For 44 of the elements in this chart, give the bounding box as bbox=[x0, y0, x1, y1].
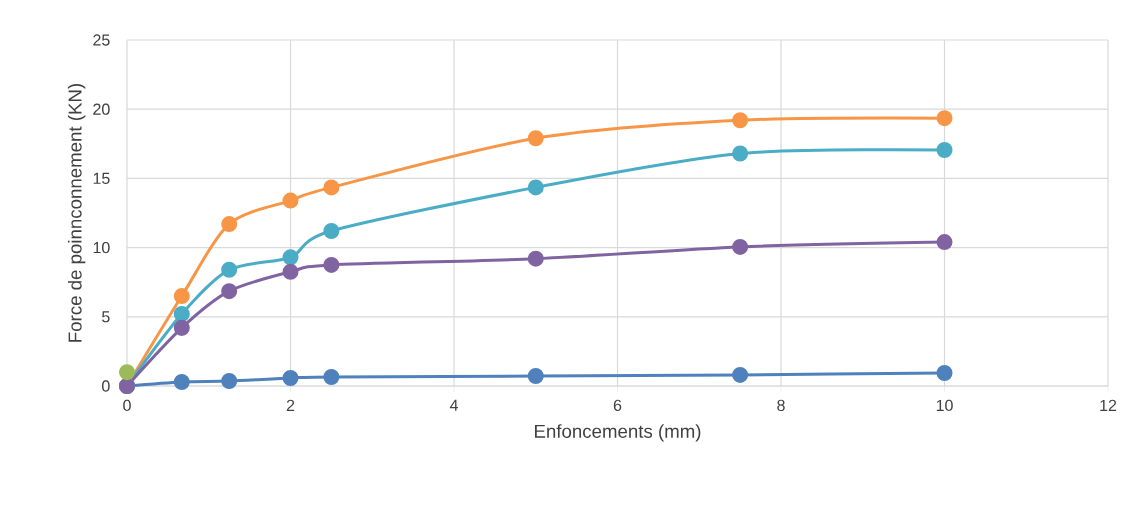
y-tick-label: 20 bbox=[93, 103, 110, 115]
point bbox=[527, 368, 544, 385]
point bbox=[732, 145, 749, 162]
point bbox=[282, 263, 299, 280]
point bbox=[732, 112, 749, 129]
x-tick-label: 0 bbox=[123, 399, 131, 412]
point bbox=[732, 366, 749, 383]
x-tick-label: 2 bbox=[286, 399, 295, 411]
point bbox=[282, 249, 299, 266]
point bbox=[323, 179, 340, 196]
point bbox=[323, 256, 340, 273]
point bbox=[936, 364, 953, 381]
point bbox=[323, 222, 340, 239]
y-tick-label: 25 bbox=[93, 34, 110, 46]
point bbox=[118, 364, 136, 381]
x-tick-label: 8 bbox=[777, 399, 785, 412]
point bbox=[732, 238, 749, 255]
x-tick-label: 6 bbox=[613, 399, 622, 412]
point bbox=[282, 369, 299, 386]
x-tick-label: 10 bbox=[936, 399, 953, 412]
point bbox=[221, 373, 238, 390]
point bbox=[527, 250, 544, 267]
x-axis-title: Enfoncements (mm) bbox=[535, 424, 701, 442]
point bbox=[173, 306, 190, 323]
point bbox=[936, 142, 953, 159]
point bbox=[173, 373, 190, 390]
point bbox=[221, 216, 238, 233]
point bbox=[527, 130, 544, 147]
x-tick-label: 12 bbox=[1100, 399, 1117, 411]
y-tick-label: 0 bbox=[102, 380, 110, 392]
point bbox=[936, 110, 953, 127]
x-tick-label: 4 bbox=[449, 399, 458, 411]
point bbox=[323, 369, 340, 386]
y-tick-label: 15 bbox=[93, 172, 110, 184]
point bbox=[221, 261, 238, 278]
point bbox=[282, 192, 299, 209]
point bbox=[173, 319, 190, 336]
y-tick-label: 5 bbox=[102, 311, 110, 323]
point bbox=[936, 234, 953, 251]
y-axis-title: Force de poinnconnement (KN) bbox=[67, 83, 86, 342]
point bbox=[527, 179, 544, 196]
y-tick-label: 10 bbox=[93, 241, 110, 254]
point bbox=[221, 283, 238, 300]
point bbox=[173, 288, 190, 305]
